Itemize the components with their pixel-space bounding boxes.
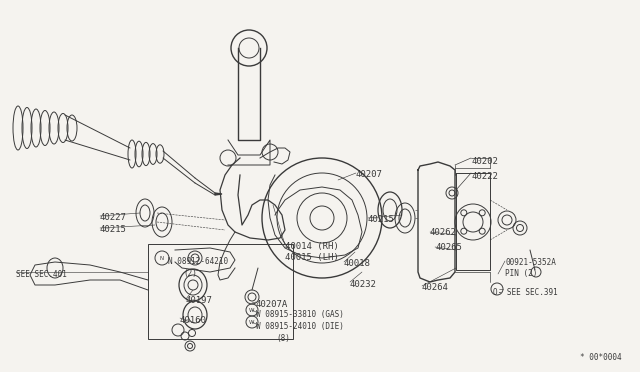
Text: W 08915-33810 (GAS): W 08915-33810 (GAS): [256, 310, 344, 319]
Text: 40222: 40222: [471, 172, 498, 181]
Text: 40207A: 40207A: [255, 300, 287, 309]
Text: W 08915-24010 (DIE): W 08915-24010 (DIE): [256, 322, 344, 331]
Text: 40215: 40215: [368, 215, 395, 224]
Text: N: N: [160, 256, 164, 260]
Text: 40207: 40207: [356, 170, 383, 179]
Text: 40160: 40160: [180, 316, 207, 325]
Text: 40018: 40018: [344, 259, 371, 268]
Text: W: W: [249, 320, 255, 324]
Text: W: W: [249, 308, 255, 312]
Text: 40227: 40227: [100, 213, 127, 222]
Text: * 00*0004: * 00*0004: [580, 353, 622, 362]
Bar: [148, 244, 293, 339]
Text: SEE SEC.401: SEE SEC.401: [16, 270, 67, 279]
Text: 40015 (LH): 40015 (LH): [285, 253, 339, 262]
Text: PIN (2): PIN (2): [505, 269, 538, 278]
Text: 40014 (RH): 40014 (RH): [285, 242, 339, 251]
Text: 40262: 40262: [430, 228, 457, 237]
Text: 40215: 40215: [100, 225, 127, 234]
Text: (2): (2): [183, 269, 197, 278]
Polygon shape: [215, 193, 222, 195]
Text: 40197: 40197: [186, 296, 213, 305]
Text: (8): (8): [276, 334, 290, 343]
Text: 40202: 40202: [471, 157, 498, 166]
Text: N 08912-64210: N 08912-64210: [168, 257, 228, 266]
Text: 40264: 40264: [422, 283, 449, 292]
Text: 40232: 40232: [350, 280, 377, 289]
Text: O- SEE SEC.391: O- SEE SEC.391: [493, 288, 557, 297]
Text: 40265: 40265: [435, 243, 462, 252]
Text: 00921-5352A: 00921-5352A: [505, 258, 556, 267]
